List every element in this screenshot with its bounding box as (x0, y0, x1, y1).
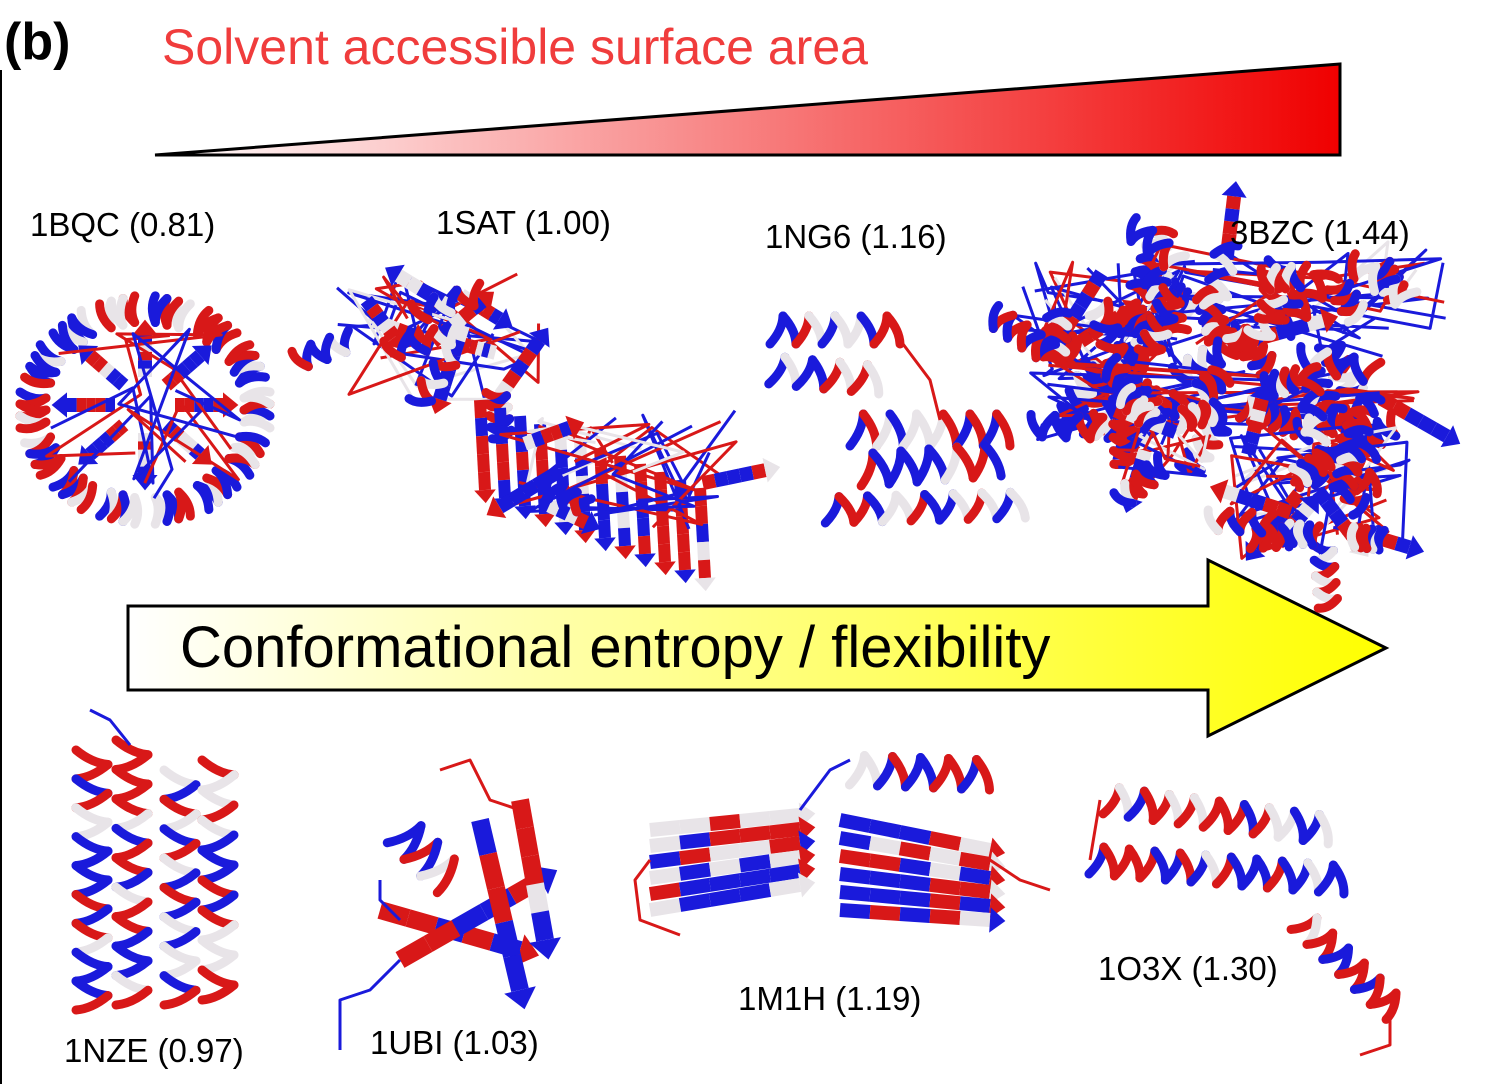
protein-structure-1o3x (1084, 783, 1401, 1057)
label-1nze: 1NZE (0.97) (64, 1032, 244, 1069)
sasa-wedge (154, 62, 1342, 157)
protein-structure-1ubi (338, 758, 561, 1050)
label-1o3x: 1O3X (1.30) (1098, 950, 1278, 987)
sasa-title: Solvent accessible surface area (162, 19, 868, 75)
panel-label: (b) (4, 13, 71, 71)
entropy-arrow (126, 557, 1390, 739)
protein-structure-3bzc (988, 181, 1461, 613)
label-1m1h: 1M1H (1.19) (738, 980, 922, 1017)
label-1ng6: 1NG6 (1.16) (765, 218, 947, 255)
protein-structure-1m1h (633, 751, 1051, 937)
protein-structure-1nze (71, 708, 239, 1015)
label-1sat: 1SAT (1.00) (436, 204, 611, 241)
entropy-label: Conformational entropy / flexibility (180, 615, 1051, 680)
label-3bzc: 3BZC (1.44) (1230, 214, 1410, 251)
panel-border (0, 70, 2, 1084)
protein-structure-1bqc (15, 291, 275, 529)
label-1bqc: 1BQC (0.81) (30, 206, 216, 243)
protein-structure-1ng6 (764, 311, 1030, 528)
label-1ubi: 1UBI (1.03) (370, 1024, 539, 1061)
protein-structure-1sat (287, 264, 781, 592)
